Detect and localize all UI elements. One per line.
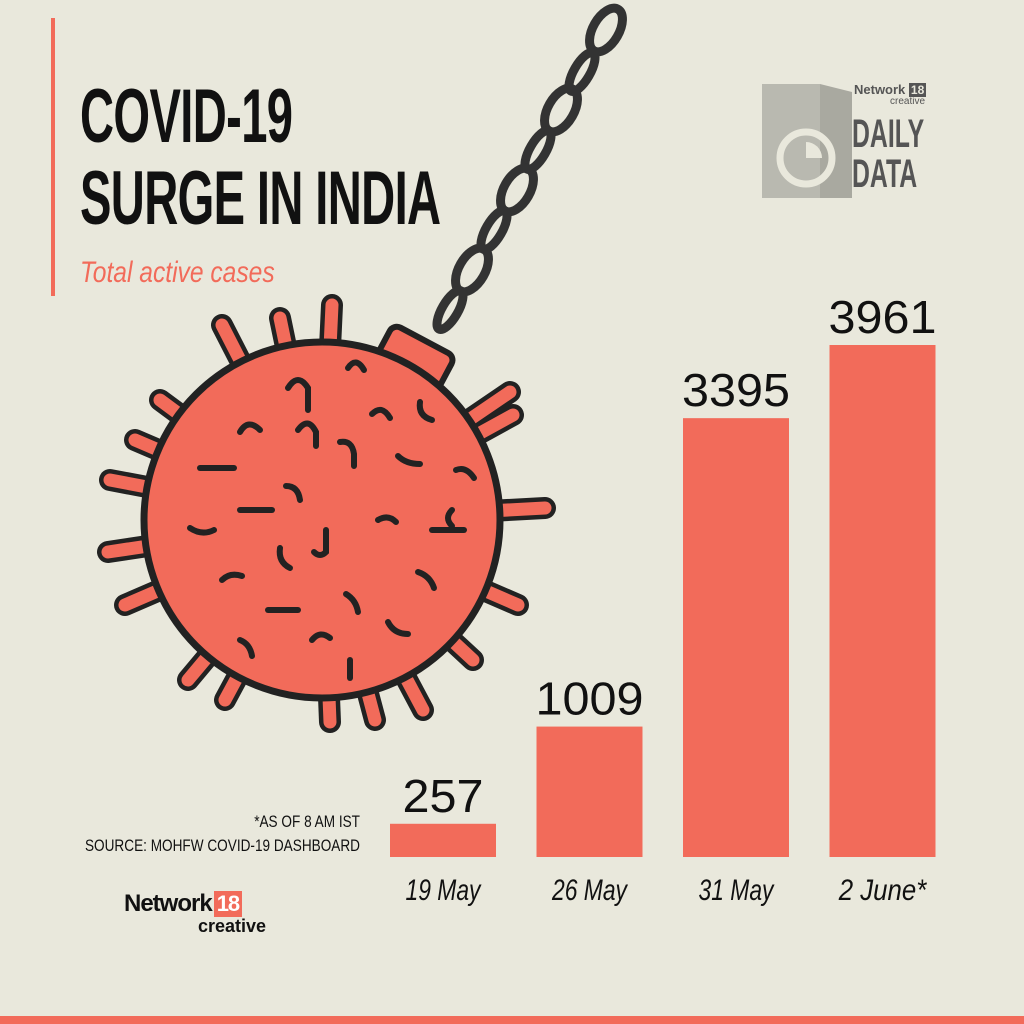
bar-4 <box>829 345 936 857</box>
bar-3 <box>683 418 789 857</box>
value-label-3: 3395 <box>682 364 790 416</box>
accent-rule <box>51 18 55 296</box>
data-text: DATA <box>852 152 918 196</box>
chain-icon <box>432 3 627 334</box>
value-label-4: 3961 <box>829 291 937 343</box>
footnote-source: SOURCE: MOHFW COVID-19 DASHBOARD <box>84 836 360 855</box>
category-label-4: 2 June* <box>838 874 927 907</box>
title-line-1: COVID-19 <box>80 74 293 159</box>
bottom-creative-text: creative <box>198 916 267 936</box>
category-label-1: 19 May <box>406 874 483 907</box>
category-label-2: 26 May <box>551 874 628 907</box>
value-label-2: 1009 <box>536 673 644 725</box>
bar-1 <box>390 823 496 857</box>
category-labels-group: 19 May 26 May 31 May 2 June* <box>406 874 928 907</box>
virus-wrecking-ball-icon <box>97 294 556 733</box>
daily-data-logo-icon: Network 18 creative DAILY DATA <box>762 82 937 202</box>
bars-group <box>390 345 936 857</box>
category-label-3: 31 May <box>699 874 776 907</box>
daily-text: DAILY <box>852 112 925 156</box>
chart-subtitle: Total active cases <box>80 256 275 289</box>
bottom-network-logo: Network 18 <box>124 890 243 918</box>
bottom-rule <box>0 1016 1024 1024</box>
footnote-as-of: *AS OF 8 AM IST <box>254 812 360 831</box>
top-creative-text: creative <box>890 96 926 107</box>
top-network-logo: Network 18 <box>854 82 927 97</box>
value-labels-group: 257 1009 3395 3961 <box>403 291 937 822</box>
bar-2 <box>536 726 643 857</box>
value-label-1: 257 <box>403 770 484 822</box>
network18-creative-logo: Network 18 creative <box>124 890 284 950</box>
